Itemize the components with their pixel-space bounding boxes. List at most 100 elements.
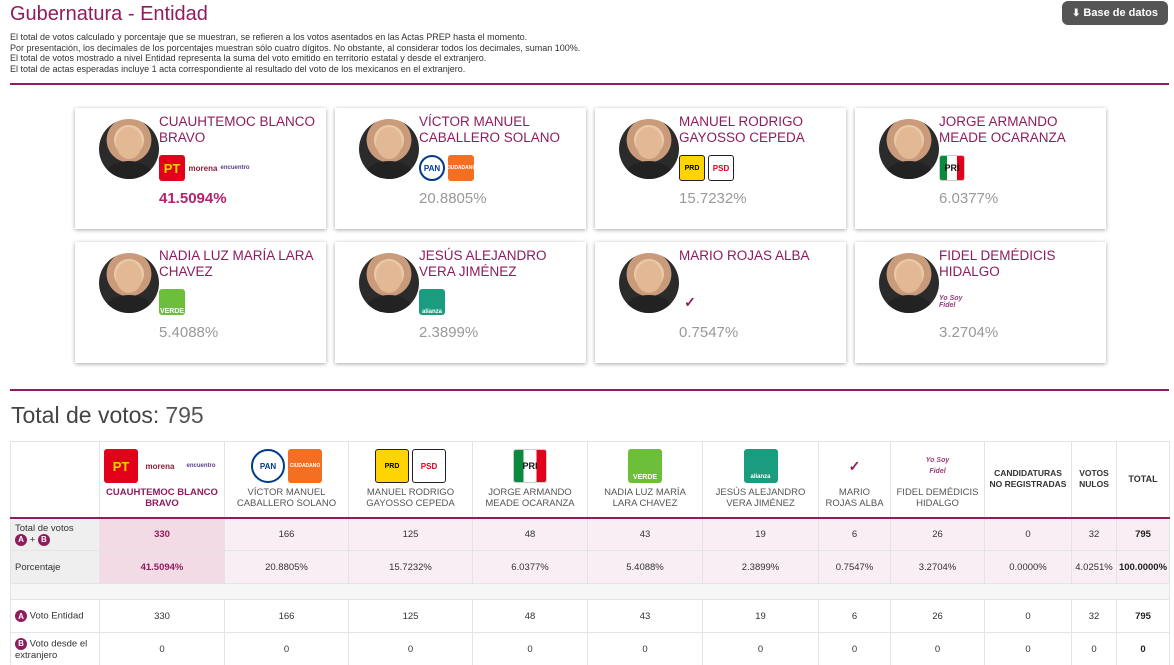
candidate-name: JORGE ARMANDO MEADE OCARANZA: [939, 114, 1066, 145]
candidate-percentage: 41.5094%: [159, 190, 227, 207]
column-header-label: JESÚS ALEJANDRO VERA JIMÉNEZ: [715, 487, 806, 510]
row-label-text: Voto Entidad: [29, 610, 84, 622]
table-header-row: PT morena encuentro CUAUHTEMOC BLANCO BRAVO…: [10, 441, 1170, 518]
column-header-label: NADIA LUZ MARÍA LARA CHAVEZ: [604, 487, 686, 510]
badge-a: A: [15, 533, 27, 546]
pt-logo: PT: [104, 449, 138, 484]
candidate-name: MARIO ROJAS ALBA: [679, 248, 810, 263]
column-header: CANDIDATURAS NO REGISTRADAS: [984, 441, 1072, 518]
table-cell: 4.0251%: [1071, 550, 1117, 584]
yosoy-logo: Yo Soy Fidel: [925, 457, 950, 476]
party-logos: VERDE: [159, 288, 185, 316]
table-row: Total de votos A + B 330 166 125 48 43 19 6 26 0…: [10, 517, 1170, 551]
table-cell: 43: [587, 599, 703, 633]
candidate-name: CUAUHTEMOC BLANCO BRAVO: [159, 114, 316, 145]
download-database-button[interactable]: ⬇ Base de datos: [1062, 1, 1168, 25]
column-header-label: VÍCTOR MANUEL CABALLERO SOLANO: [236, 487, 337, 510]
candidate-name: JESÚS ALEJANDRO VERA JIMÉNEZ: [419, 248, 547, 279]
party-logos: PAN CIUDADANO: [228, 449, 345, 484]
divider: [10, 389, 1169, 391]
title-main: Gubernatura: [10, 3, 123, 25]
party-logos: PRD PSD: [679, 154, 734, 182]
page-title: Gubernatura - Entidad: [10, 2, 1170, 26]
photo-suit: [105, 295, 153, 313]
column-header-label: TOTAL: [1128, 473, 1158, 484]
row-label: B Voto desde el extranjero: [10, 632, 100, 665]
photo-suit: [365, 295, 413, 313]
humanista-logo: ✓: [679, 289, 701, 315]
candidate-photo: [879, 253, 939, 313]
plus-sign: +: [29, 534, 36, 546]
party-logos: alianza: [419, 288, 445, 316]
candidate-card[interactable]: CUAUHTEMOC BLANCO BRAVO PT morena encuentro…: [75, 108, 326, 229]
candidate-percentage: 3.2704%: [939, 324, 999, 341]
candidate-card[interactable]: MARIO ROJAS ALBA ✓ 0.7547%: [595, 242, 846, 363]
candidate-card[interactable]: NADIA LUZ MARÍA LARA CHAVEZ VERDE 5.4088%: [75, 242, 326, 363]
note-line: Por presentación, los decimales de los p…: [10, 42, 581, 53]
table-cell: 166: [224, 599, 349, 633]
table-cell: 0: [1071, 632, 1117, 665]
party-logos: PRD PSD: [352, 449, 469, 484]
table-cell: 48: [472, 517, 588, 551]
table-cell: 6.0377%: [472, 550, 588, 584]
table-cell: 2.3899%: [702, 550, 819, 584]
table-cell: 0: [348, 632, 473, 665]
candidate-photo: [359, 253, 419, 313]
party-logos: PRI: [939, 154, 965, 182]
spacer-cell: [10, 583, 1170, 600]
pes-logo: encuentro: [220, 165, 250, 171]
row-label: Total de votos A + B: [10, 517, 100, 551]
party-logos: PAN CIUDADANO: [419, 154, 476, 182]
total-votes-label: Total de votos:: [11, 402, 160, 428]
party-logos: Yo Soy Fidel: [939, 288, 971, 316]
photo-suit: [885, 295, 933, 313]
candidate-percentage: 15.7232%: [679, 190, 747, 207]
column-header-label: CUAUHTEMOC BLANCO BRAVO: [106, 487, 218, 510]
photo-face: [896, 261, 922, 293]
row-label-text: Total de votos: [15, 522, 74, 534]
candidate-card[interactable]: MANUEL RODRIGO GAYOSSO CEPEDA PRD PSD 15.72…: [595, 108, 846, 229]
candidate-photo: [619, 253, 679, 313]
candidate-card[interactable]: JORGE ARMANDO MEADE OCARANZA PRI 6.0377%: [855, 108, 1106, 229]
title-sub: Entidad: [140, 3, 208, 25]
column-header-label: FIDEL DEMÉDICIS HIDALGO: [896, 487, 979, 510]
candidate-card[interactable]: VÍCTOR MANUEL CABALLERO SOLANO PAN CIUDADA…: [335, 108, 586, 229]
column-header-label: MANUEL RODRIGO GAYOSSO CEPEDA: [366, 487, 455, 510]
badge-b: B: [15, 637, 27, 650]
row-label: Porcentaje: [10, 550, 100, 584]
candidate-name: MANUEL RODRIGO GAYOSSO CEPEDA: [679, 114, 805, 145]
candidate-percentage: 5.4088%: [159, 324, 219, 341]
table-cell: 330: [99, 517, 225, 551]
table-cell: 330: [99, 599, 225, 633]
photo-suit: [625, 295, 673, 313]
table-cell: 19: [702, 517, 819, 551]
morena-logo: morena: [188, 163, 218, 173]
candidate-card[interactable]: JESÚS ALEJANDRO VERA JIMÉNEZ alianza 2.389…: [335, 242, 586, 363]
table-cell: 0: [984, 632, 1072, 665]
photo-face: [636, 127, 662, 159]
download-label: Base de datos: [1083, 7, 1158, 19]
photo-suit: [365, 161, 413, 179]
total-votes-value: 795: [165, 402, 204, 428]
table-cell: 0: [702, 632, 819, 665]
prd-logo: PRD: [679, 155, 705, 181]
photo-face: [896, 127, 922, 159]
pes-logo: encuentro: [186, 462, 216, 469]
table-cell: 0: [818, 632, 891, 665]
column-header: VERDE NADIA LUZ MARÍA LARA CHAVEZ: [587, 441, 703, 518]
column-header: ✓ MARIO ROJAS ALBA: [818, 441, 891, 518]
table-cell: 6: [818, 517, 891, 551]
divider: [10, 83, 1169, 85]
column-header-label: MARIO ROJAS ALBA: [825, 487, 884, 510]
candidate-card[interactable]: FIDEL DEMÉDICIS HIDALGO Yo Soy Fidel 3.270…: [855, 242, 1106, 363]
column-header: TOTAL: [1116, 441, 1170, 518]
page-header: Gubernatura - Entidad El total de votos …: [10, 2, 1170, 74]
party-logos: Yo Soy Fidel: [894, 449, 981, 483]
party-logos: ✓: [679, 288, 701, 316]
photo-face: [116, 127, 142, 159]
alianza-logo: alianza: [419, 289, 445, 315]
table-row: A Voto Entidad 330 166 125 48 43 19 6 26 0 32 795: [10, 599, 1170, 633]
candidate-photo: [99, 119, 159, 179]
table-spacer-row: [10, 583, 1170, 600]
column-header: Yo Soy Fidel FIDEL DEMÉDICIS HIDALGO: [890, 441, 985, 518]
